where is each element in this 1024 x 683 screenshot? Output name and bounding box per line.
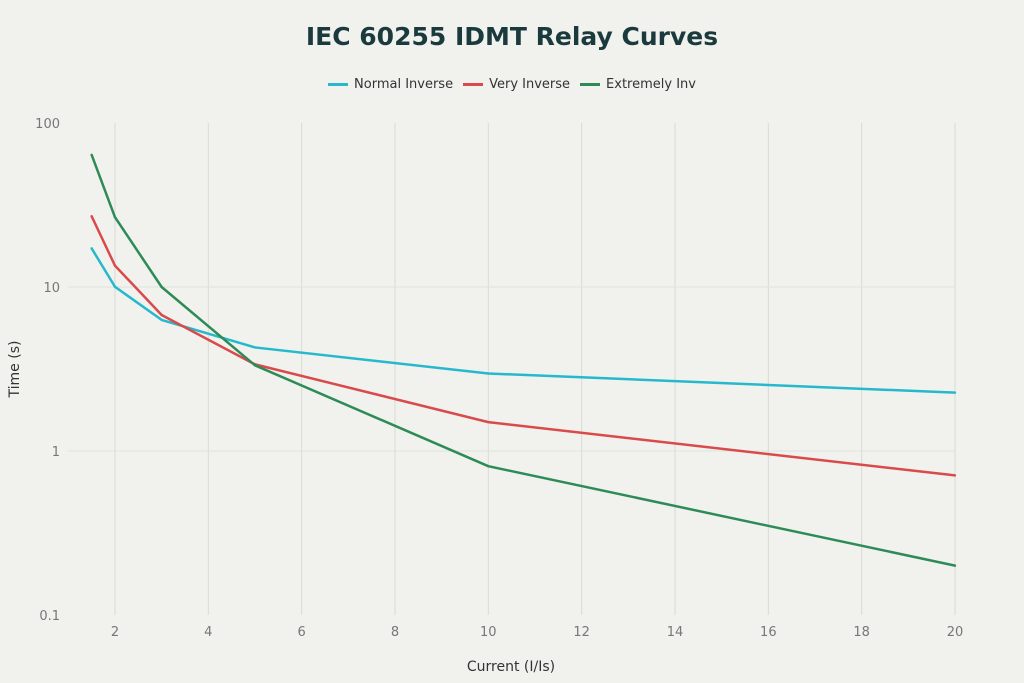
series-line-very-inverse [90,215,956,477]
x-tick-label: 14 [667,625,684,640]
legend-swatch [580,83,601,86]
legend-item-extremely-inv[interactable]: Extremely Inv [580,77,696,92]
data-point [487,464,490,468]
legend: Normal Inverse Very Inverse Extremely In… [0,77,1024,92]
legend-swatch [463,83,484,86]
y-tick-label: 10 [43,281,60,296]
data-point [253,346,257,349]
x-tick-label: 10 [480,625,497,640]
data-point [90,153,93,156]
data-point [487,420,490,424]
x-tick-label: 4 [204,625,212,640]
x-tick-label: 18 [853,625,870,640]
data-point [90,247,93,250]
legend-swatch [328,83,349,86]
legend-label: Very Inverse [489,77,571,92]
data-point [160,318,163,322]
data-point [953,391,957,394]
x-axis-label: Current (I/Is) [467,659,555,675]
legend-label: Normal Inverse [354,77,454,92]
y-tick-label: 100 [35,117,60,132]
data-point [113,264,117,267]
series-line-extremely-inv [90,154,956,567]
x-tick-label: 16 [760,625,777,640]
data-point [160,313,163,317]
data-point [487,372,490,375]
y-tick-label: 0.1 [39,609,60,624]
legend-item-very-inverse[interactable]: Very Inverse [463,77,570,92]
x-tick-label: 12 [573,625,590,640]
data-point [160,285,163,289]
data-point [113,215,117,219]
data-point [253,364,257,367]
x-tick-label: 2 [111,625,119,640]
data-point [113,285,117,288]
y-tick-label: 1 [52,445,60,460]
x-tick-label: 8 [391,625,399,640]
series-line-normal-inverse [90,247,956,394]
data-point [953,564,957,567]
data-point [90,215,93,218]
x-tick-label: 20 [947,625,964,640]
chart-title: IEC 60255 IDMT Relay Curves [305,22,719,51]
y-axis-label: Time (s) [7,341,23,399]
legend-item-normal-inverse[interactable]: Normal Inverse [328,77,453,92]
data-point [953,474,957,477]
x-tick-label: 6 [298,625,306,640]
legend-label: Extremely Inv [606,77,696,92]
